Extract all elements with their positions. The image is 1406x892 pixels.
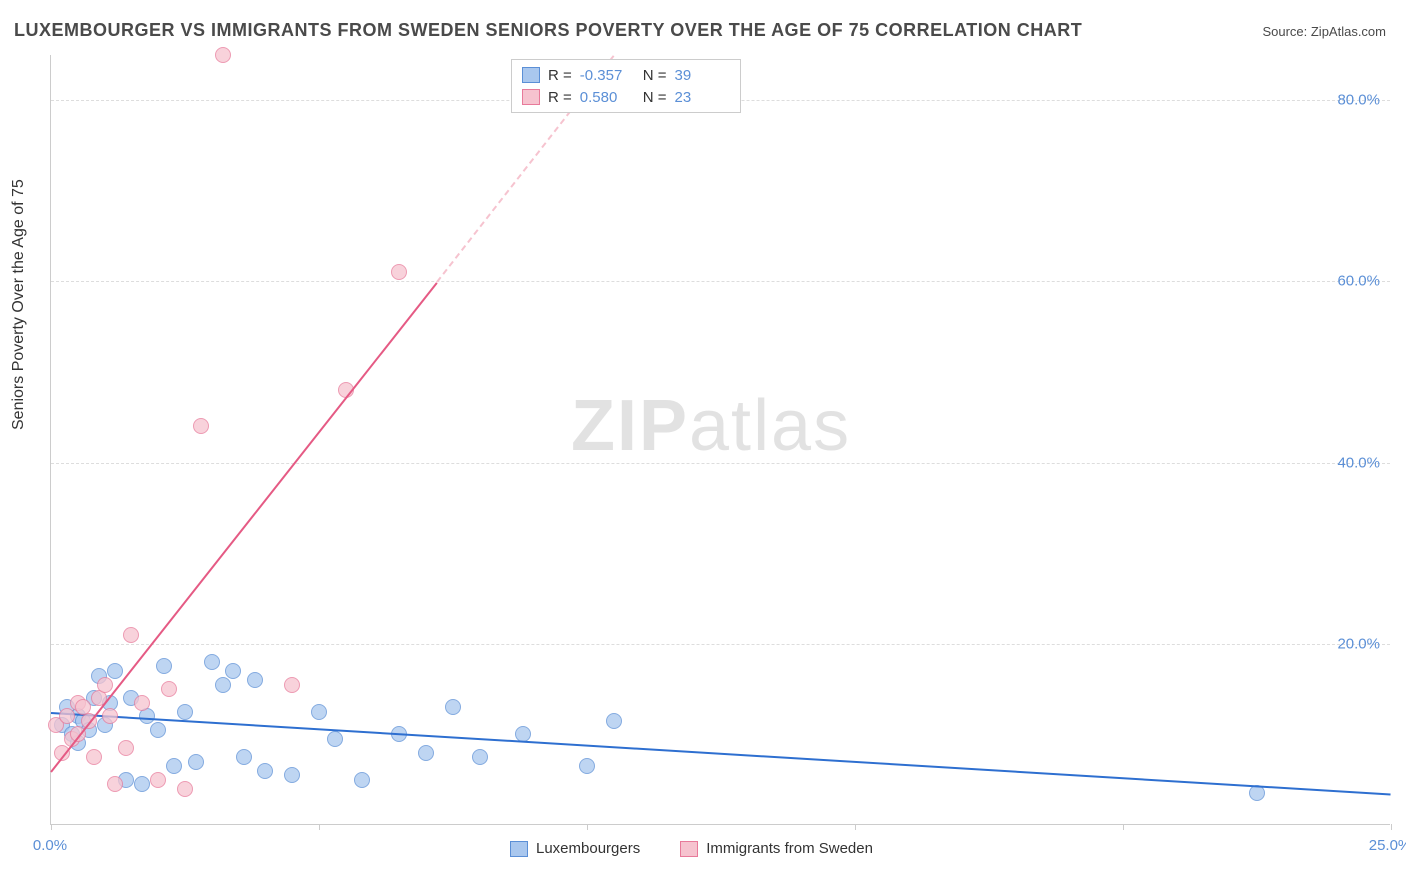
scatter-point xyxy=(177,704,193,720)
scatter-point xyxy=(472,749,488,765)
scatter-point xyxy=(579,758,595,774)
scatter-point xyxy=(123,627,139,643)
plot-area: ZIPatlas 20.0% 40.0% 60.0% 80.0% R = -0.357 N … xyxy=(50,55,1390,825)
scatter-point xyxy=(166,758,182,774)
legend-r-value: 0.580 xyxy=(580,89,635,106)
source-link[interactable]: ZipAtlas.com xyxy=(1311,24,1386,39)
legend-n-value: 39 xyxy=(675,67,730,84)
scatter-point xyxy=(225,663,241,679)
scatter-point xyxy=(204,654,220,670)
scatter-point xyxy=(134,776,150,792)
chart-title: LUXEMBOURGER VS IMMIGRANTS FROM SWEDEN S… xyxy=(14,20,1082,41)
x-tick-label: 25.0% xyxy=(1369,837,1406,854)
correlation-legend-row: R = -0.357 N = 39 xyxy=(522,64,730,86)
scatter-point xyxy=(150,772,166,788)
y-tick-label: 80.0% xyxy=(1337,92,1380,109)
x-tick xyxy=(1391,824,1392,830)
grid-line xyxy=(51,644,1390,645)
scatter-point xyxy=(188,754,204,770)
legend-n-value: 23 xyxy=(675,89,730,106)
scatter-point xyxy=(215,47,231,63)
x-tick xyxy=(51,824,52,830)
scatter-point xyxy=(236,749,252,765)
scatter-point xyxy=(59,708,75,724)
legend-swatch xyxy=(680,841,698,857)
x-tick-label: 0.0% xyxy=(33,837,67,854)
scatter-point xyxy=(606,713,622,729)
legend-item: Immigrants from Sweden xyxy=(680,840,873,857)
legend-r-label: R = xyxy=(548,89,572,106)
correlation-legend: R = -0.357 N = 39 R = 0.580 N = 23 xyxy=(511,59,741,113)
scatter-point xyxy=(257,763,273,779)
scatter-point xyxy=(134,695,150,711)
scatter-point xyxy=(284,677,300,693)
x-tick xyxy=(855,824,856,830)
scatter-point xyxy=(247,672,263,688)
legend-label: Luxembourgers xyxy=(536,840,640,857)
y-axis-label: Seniors Poverty Over the Age of 75 xyxy=(10,179,28,430)
regression-line xyxy=(50,282,437,772)
source-attribution: Source: ZipAtlas.com xyxy=(1262,24,1386,39)
regression-line xyxy=(51,712,1391,796)
scatter-point xyxy=(86,749,102,765)
x-tick xyxy=(319,824,320,830)
legend-swatch xyxy=(522,67,540,83)
scatter-point xyxy=(97,677,113,693)
scatter-point xyxy=(150,722,166,738)
scatter-point xyxy=(391,264,407,280)
watermark-zip: ZIP xyxy=(571,386,689,466)
legend-r-value: -0.357 xyxy=(580,67,635,84)
legend-swatch xyxy=(510,841,528,857)
y-tick-label: 40.0% xyxy=(1337,454,1380,471)
scatter-point xyxy=(177,781,193,797)
chart-container: LUXEMBOURGER VS IMMIGRANTS FROM SWEDEN S… xyxy=(0,0,1406,892)
watermark: ZIPatlas xyxy=(571,385,851,467)
source-prefix: Source: xyxy=(1262,24,1310,39)
scatter-point xyxy=(354,772,370,788)
legend-label: Immigrants from Sweden xyxy=(706,840,873,857)
scatter-point xyxy=(118,740,134,756)
y-tick-label: 60.0% xyxy=(1337,273,1380,290)
grid-line xyxy=(51,281,1390,282)
legend-swatch xyxy=(522,89,540,105)
legend-n-label: N = xyxy=(643,89,667,106)
watermark-atlas: atlas xyxy=(689,386,851,466)
scatter-point xyxy=(284,767,300,783)
legend-item: Luxembourgers xyxy=(510,840,640,857)
legend-n-label: N = xyxy=(643,67,667,84)
scatter-point xyxy=(107,663,123,679)
scatter-point xyxy=(418,745,434,761)
legend-bottom: Luxembourgers Immigrants from Sweden xyxy=(510,840,873,857)
scatter-point xyxy=(156,658,172,674)
scatter-point xyxy=(327,731,343,747)
scatter-point xyxy=(102,708,118,724)
legend-r-label: R = xyxy=(548,67,572,84)
scatter-point xyxy=(445,699,461,715)
x-tick xyxy=(1123,824,1124,830)
y-tick-label: 20.0% xyxy=(1337,635,1380,652)
scatter-point xyxy=(161,681,177,697)
grid-line xyxy=(51,463,1390,464)
correlation-legend-row: R = 0.580 N = 23 xyxy=(522,86,730,108)
scatter-point xyxy=(107,776,123,792)
scatter-point xyxy=(193,418,209,434)
x-tick xyxy=(587,824,588,830)
scatter-point xyxy=(311,704,327,720)
scatter-point xyxy=(215,677,231,693)
